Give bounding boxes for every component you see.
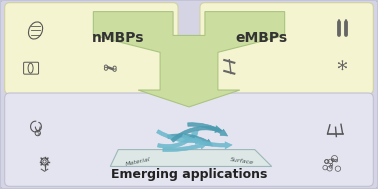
FancyArrowPatch shape bbox=[158, 130, 198, 148]
Text: eMBPs: eMBPs bbox=[235, 31, 288, 45]
Circle shape bbox=[338, 66, 340, 68]
Circle shape bbox=[342, 68, 343, 70]
Text: $: $ bbox=[36, 131, 40, 136]
Text: nMBPs: nMBPs bbox=[92, 31, 144, 45]
Circle shape bbox=[113, 68, 116, 71]
FancyBboxPatch shape bbox=[200, 3, 373, 94]
Circle shape bbox=[338, 62, 340, 64]
Circle shape bbox=[104, 67, 107, 70]
Circle shape bbox=[342, 60, 343, 62]
Circle shape bbox=[342, 64, 343, 66]
FancyArrowPatch shape bbox=[167, 134, 213, 146]
FancyBboxPatch shape bbox=[5, 93, 373, 186]
FancyArrowPatch shape bbox=[163, 142, 207, 152]
FancyBboxPatch shape bbox=[5, 3, 178, 94]
Circle shape bbox=[345, 62, 347, 64]
Text: Emerging applications: Emerging applications bbox=[111, 168, 267, 181]
Circle shape bbox=[104, 65, 107, 68]
Text: Material: Material bbox=[125, 156, 151, 167]
Circle shape bbox=[113, 66, 116, 69]
Circle shape bbox=[345, 66, 347, 68]
Polygon shape bbox=[110, 149, 272, 167]
FancyArrowPatch shape bbox=[171, 126, 222, 142]
FancyArrowPatch shape bbox=[182, 134, 232, 149]
Text: Surface: Surface bbox=[229, 157, 254, 166]
FancyArrowPatch shape bbox=[156, 130, 202, 144]
Polygon shape bbox=[93, 12, 285, 107]
FancyArrowPatch shape bbox=[188, 123, 228, 136]
